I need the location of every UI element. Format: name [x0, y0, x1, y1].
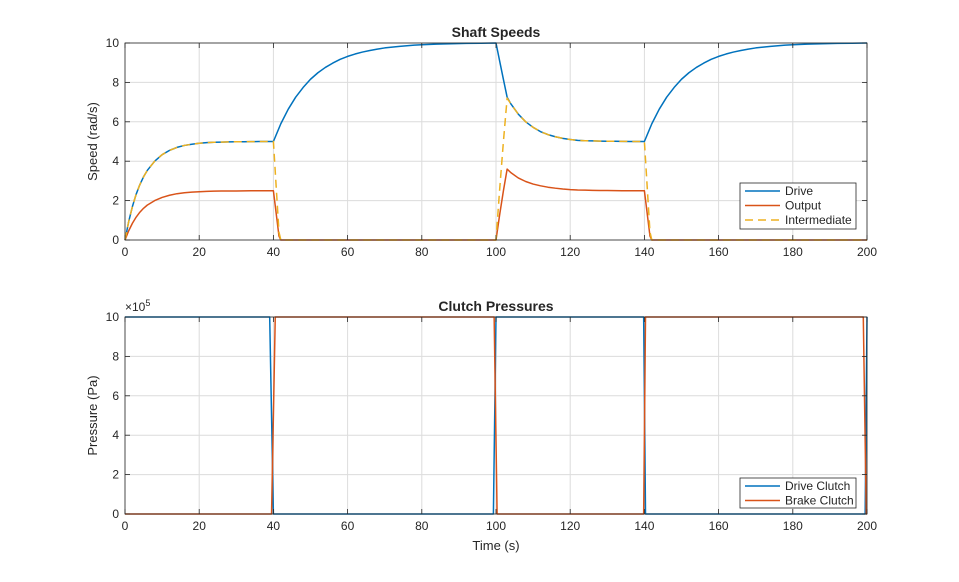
x-tick-label: 80 [415, 519, 429, 533]
legend-box [739, 477, 857, 509]
y-tick-label: 2 [112, 194, 119, 208]
x-tick-label: 60 [341, 245, 355, 259]
y-axis-label: Pressure (Pa) [85, 375, 100, 455]
legend-label: Output [785, 199, 822, 213]
y-tick-label: 10 [106, 36, 120, 50]
y-tick-label: 4 [112, 154, 119, 168]
x-axis-label: Time (s) [472, 538, 519, 553]
y-tick-label: 6 [112, 389, 119, 403]
legend-label: Intermediate [785, 213, 852, 227]
legend-label: Drive Clutch [785, 479, 850, 493]
chart-1: 0 20 40 60 80 100 120 140 160 180 200 0 2 4 6 8 10 Shaft … [85, 24, 877, 259]
y-exponent-label: ×105 [125, 298, 150, 314]
x-tick-label: 40 [267, 245, 281, 259]
legend-label: Brake Clutch [785, 494, 854, 508]
y-tick-label: 4 [112, 428, 119, 442]
x-tick-label: 100 [486, 519, 506, 533]
chart-2: 0 20 40 60 80 100 120 140 160 180 200 0 2 4 6 8 10 ×105 Cl… [85, 298, 877, 553]
x-tick-label: 0 [122, 519, 129, 533]
y-tick-label: 6 [112, 115, 119, 129]
y-axis-label: Speed (rad/s) [85, 102, 100, 181]
x-tick-label: 60 [341, 519, 355, 533]
x-tick-label: 140 [634, 245, 654, 259]
x-tick-label: 80 [415, 245, 429, 259]
y-tick-label: 0 [112, 233, 119, 247]
x-tick-label: 200 [857, 519, 877, 533]
y-tick-label: 2 [112, 468, 119, 482]
x-tick-label: 0 [122, 245, 129, 259]
x-tick-label: 180 [783, 519, 803, 533]
y-tick-label: 0 [112, 507, 119, 521]
x-tick-label: 120 [560, 245, 580, 259]
chart-title: Shaft Speeds [452, 24, 541, 40]
x-tick-label: 120 [560, 519, 580, 533]
x-tick-label: 100 [486, 245, 506, 259]
x-tick-label: 20 [193, 245, 207, 259]
y-tick-label: 10 [106, 310, 120, 324]
chart-title: Clutch Pressures [438, 298, 553, 314]
x-tick-label: 160 [709, 519, 729, 533]
x-tick-label: 140 [634, 519, 654, 533]
y-tick-label: 8 [112, 349, 119, 363]
x-tick-label: 40 [267, 519, 281, 533]
x-tick-label: 180 [783, 245, 803, 259]
y-tick-label: 8 [112, 75, 119, 89]
x-tick-label: 160 [709, 245, 729, 259]
x-tick-label: 200 [857, 245, 877, 259]
x-tick-label: 20 [193, 519, 207, 533]
legend-label: Drive [785, 184, 813, 198]
